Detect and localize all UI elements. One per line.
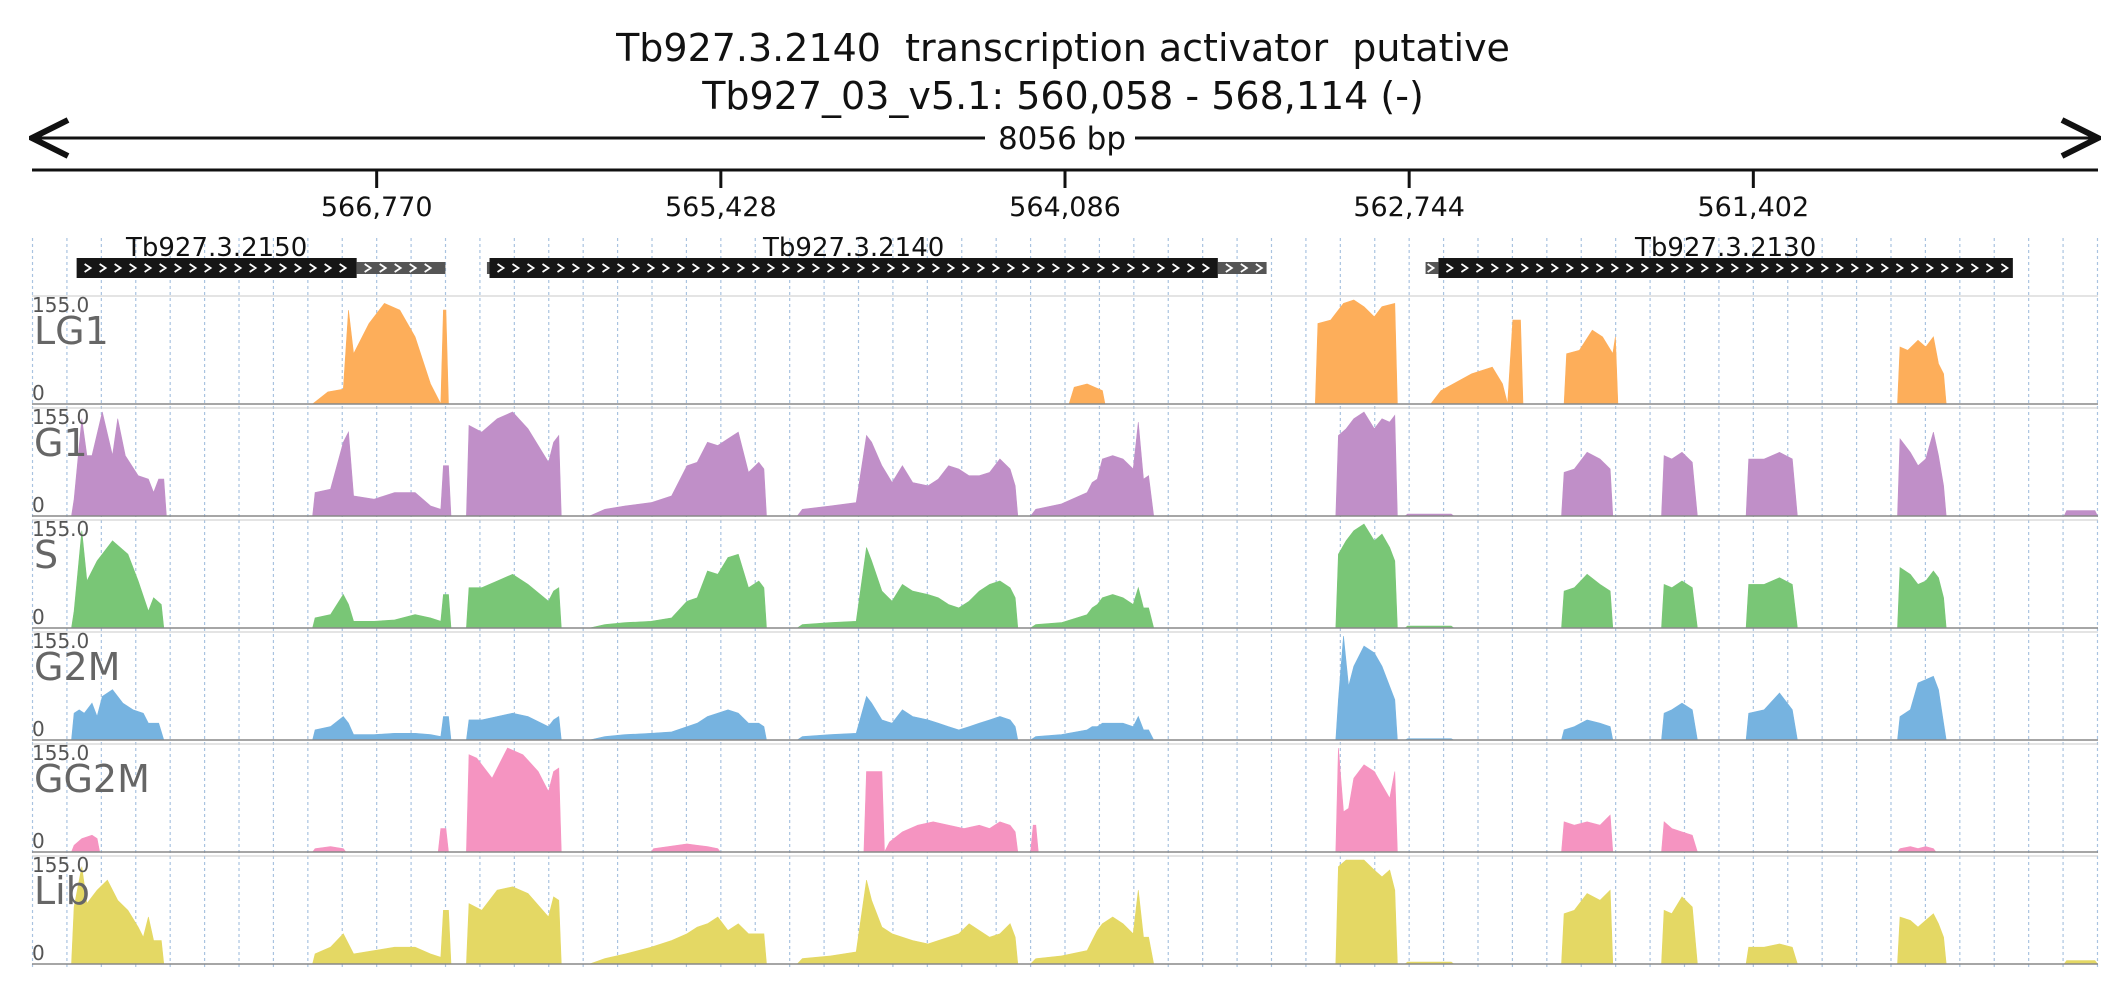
axis-tick-label: 565,428 <box>665 192 777 223</box>
axis-tick-label: 561,402 <box>1697 192 1809 223</box>
track-ymin-label: 0 <box>32 605 45 629</box>
track-ymax-label: 155.0 <box>32 741 89 765</box>
track-ymax-label: 155.0 <box>32 517 89 541</box>
track-name: Lib <box>34 869 90 913</box>
strand-chevrons <box>1427 263 1436 273</box>
chart-title: Tb927.3.2140 transcription activator put… <box>616 26 1510 70</box>
axis-tick-label: 562,744 <box>1353 192 1465 223</box>
track-ymin-label: 0 <box>32 717 45 741</box>
track-name: GG2M <box>34 757 150 801</box>
strand-chevrons <box>84 263 348 273</box>
coverage-area <box>71 411 2098 517</box>
coverage-area <box>312 299 1947 405</box>
chart-subtitle: Tb927_03_v5.1: 560,058 - 568,114 (-) <box>702 74 1424 118</box>
cds-box <box>76 258 357 278</box>
track-name: S <box>34 533 58 577</box>
axis-tick-label: 564,086 <box>1009 192 1121 223</box>
track-ymin-label: 0 <box>32 941 45 965</box>
track-name: G1 <box>34 421 88 465</box>
span-label: 8056 bp <box>998 121 1126 157</box>
gene-annotation-track: Tb927.3.2150 Tb927.3.2140 Tb927.3.2130 <box>76 233 2013 278</box>
track-ymin-label: 0 <box>32 381 45 405</box>
strand-chevrons <box>1225 263 1264 273</box>
track-name: G2M <box>34 645 120 689</box>
track-ymin-label: 0 <box>32 829 45 853</box>
span-label-bg <box>985 118 1135 158</box>
utr-box <box>1217 262 1267 274</box>
strand-chevrons <box>364 263 433 273</box>
cds-box <box>1438 258 2013 278</box>
coverage-area <box>71 859 2099 965</box>
track-ymax-label: 155.0 <box>32 405 89 429</box>
track-ymin-label: 0 <box>32 493 45 517</box>
coverage-tracks: 155.00LG1155.00G1155.00S155.00G2M155.00G… <box>32 293 2099 965</box>
strand-chevrons <box>1445 263 2010 273</box>
coverage-area <box>71 523 1947 629</box>
cds-box <box>489 258 1218 278</box>
track-name: LG1 <box>34 309 109 353</box>
span-indicator: 8056 bp <box>32 118 2098 158</box>
coverage-area <box>71 635 1947 741</box>
strand-chevrons <box>497 263 1211 273</box>
utr-box <box>486 262 490 274</box>
genomic-axis: 566,770 565,428 564,086 562,744 561,402 <box>32 168 2098 223</box>
coverage-area <box>71 747 1937 853</box>
track-ymax-label: 155.0 <box>32 629 89 653</box>
track-ymax-label: 155.0 <box>32 293 89 317</box>
track-ymax-label: 155.0 <box>32 853 89 877</box>
axis-tick-label: 566,770 <box>321 192 433 223</box>
